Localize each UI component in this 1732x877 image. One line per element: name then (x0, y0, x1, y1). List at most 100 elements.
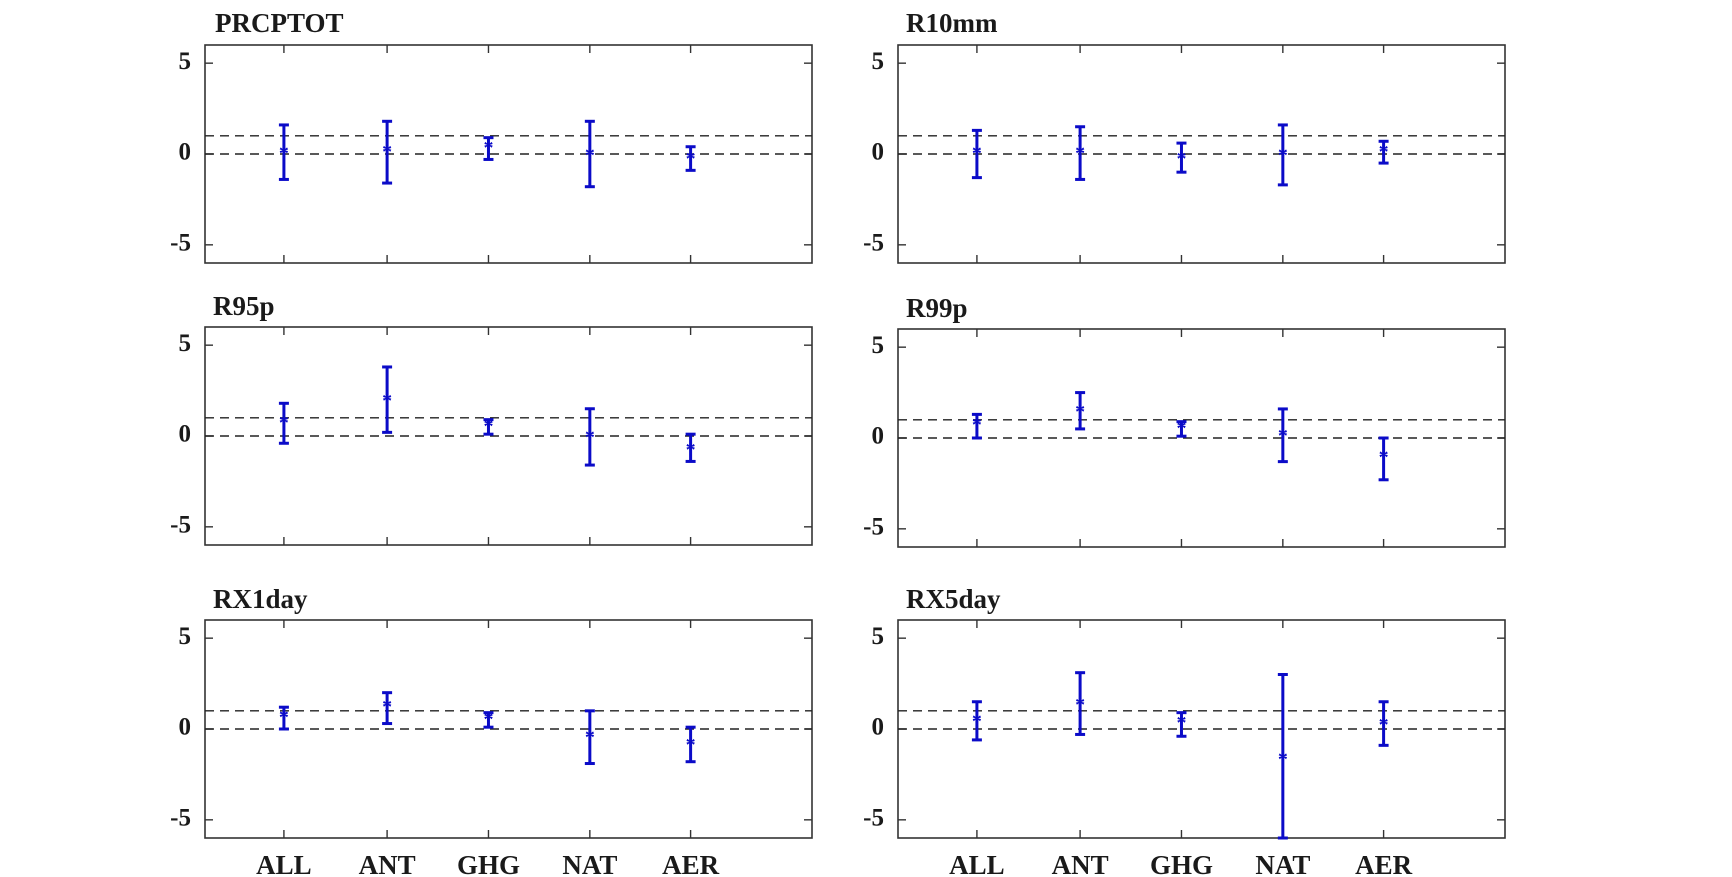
errorbar-ghg: * (483, 709, 494, 731)
value-marker: * (1176, 418, 1186, 440)
panel-title: R95p (213, 291, 275, 321)
errorbar-aer: * (685, 145, 696, 172)
value-marker: * (279, 412, 289, 434)
value-marker: * (1278, 144, 1288, 166)
y-tick-label: 5 (179, 623, 192, 650)
errorbar-all: * (971, 128, 982, 180)
panel-r95p: R95p 5 0 -5 * * * * * (170, 291, 813, 546)
errorbar-all: * (278, 123, 289, 181)
value-marker: * (483, 416, 493, 438)
errorbar-ant: * (382, 119, 393, 185)
errorbar-ghg: * (1176, 418, 1187, 440)
value-marker: * (382, 390, 392, 412)
errorbar-ant: * (1075, 671, 1086, 736)
y-tick-label: -5 (170, 230, 191, 257)
errorbar-nat: * (1277, 123, 1288, 187)
errorbar-ghg: * (483, 416, 494, 438)
value-marker: * (1278, 425, 1288, 447)
panel-r10mm: R10mm 5 0 -5 * * * * * (863, 8, 1506, 264)
errorbar-nat: * (1277, 673, 1288, 840)
x-tick-label: AER (1355, 850, 1413, 877)
y-tick-label: -5 (170, 512, 191, 539)
y-tick-label: -5 (863, 514, 884, 541)
value-marker: * (686, 148, 696, 170)
y-tick-label: -5 (170, 805, 191, 832)
value-marker: * (1075, 694, 1085, 716)
errorbar-all: * (971, 700, 982, 742)
panel-title: R99p (906, 293, 968, 323)
value-marker: * (1379, 714, 1389, 736)
errorbar-nat: * (584, 119, 595, 189)
panel-r99p: R99p 5 0 -5 * * * * * (863, 293, 1506, 548)
y-tick-label: 0 (179, 714, 192, 741)
value-marker: * (279, 143, 289, 165)
errorbar-ghg: * (1176, 711, 1187, 738)
errorbar-aer: * (685, 725, 696, 764)
x-tick-label: ANT (1052, 850, 1109, 877)
value-marker: * (1176, 148, 1186, 170)
value-marker: * (1379, 141, 1389, 163)
y-tick-label: 0 (872, 423, 885, 450)
panel-title: PRCPTOT (215, 8, 344, 38)
value-marker: * (1278, 748, 1288, 770)
value-marker: * (483, 137, 493, 159)
errorbar-nat: * (1277, 407, 1288, 464)
x-tick-label: GHG (457, 850, 520, 877)
y-tick-label: -5 (863, 230, 884, 257)
panel-rx1day: RX1day 5 0 -5 * * * * * ALL ANT GHG NAT AER (170, 584, 813, 877)
panel-prcptot: PRCPTOT 5 0 -5 * * * * * (170, 8, 813, 264)
errorbar-ant: * (1075, 391, 1086, 431)
errorbar-ant: * (1075, 125, 1086, 181)
value-marker: * (972, 710, 982, 732)
errorbar-aer: * (1378, 436, 1389, 482)
value-marker: * (279, 707, 289, 729)
y-tick-label: -5 (863, 805, 884, 832)
panel-title: R10mm (906, 8, 998, 38)
errorbar-all: * (278, 401, 289, 445)
errorbar-nat: * (584, 709, 595, 766)
x-tick-label: ANT (359, 850, 416, 877)
x-tick-label: ALL (256, 850, 312, 877)
value-marker: * (382, 141, 392, 163)
errorbar-all: * (971, 412, 982, 440)
value-marker: * (1075, 143, 1085, 165)
value-marker: * (585, 144, 595, 166)
value-marker: * (972, 143, 982, 165)
panel-title: RX1day (213, 584, 308, 614)
y-tick-label: 5 (179, 48, 192, 75)
errorbar-ant: * (382, 691, 393, 726)
value-marker: * (972, 414, 982, 436)
x-tick-label: NAT (1255, 850, 1310, 877)
x-tick-label: GHG (1150, 850, 1213, 877)
errorbar-nat: * (584, 407, 595, 467)
errorbar-aer: * (685, 432, 696, 463)
value-marker: * (1379, 447, 1389, 469)
y-tick-label: 0 (872, 714, 885, 741)
x-tick-label: AER (662, 850, 720, 877)
value-marker: * (1176, 712, 1186, 734)
x-tick-label: ALL (949, 850, 1005, 877)
value-marker: * (585, 426, 595, 448)
y-tick-label: 5 (872, 623, 885, 650)
value-marker: * (382, 696, 392, 718)
errorbar-aer: * (1378, 700, 1389, 747)
y-tick-label: 5 (872, 48, 885, 75)
y-tick-label: 5 (872, 332, 885, 359)
value-marker: * (686, 734, 696, 756)
value-marker: * (686, 439, 696, 461)
y-tick-label: 5 (179, 330, 192, 357)
errorbar-ghg: * (483, 136, 494, 161)
panel-rx5day: RX5day 5 0 -5 * * * * * ALL ANT GHG NAT AER (863, 584, 1506, 877)
y-tick-label: 0 (179, 139, 192, 166)
panel-title: RX5day (906, 584, 1001, 614)
value-marker: * (585, 727, 595, 749)
errorbar-aer: * (1378, 139, 1389, 165)
value-marker: * (1075, 401, 1085, 423)
value-marker: * (483, 709, 493, 731)
x-tick-label: NAT (562, 850, 617, 877)
errorbar-ant: * (382, 365, 393, 434)
errorbar-all: * (278, 705, 289, 731)
y-tick-label: 0 (179, 421, 192, 448)
y-tick-label: 0 (872, 139, 885, 166)
